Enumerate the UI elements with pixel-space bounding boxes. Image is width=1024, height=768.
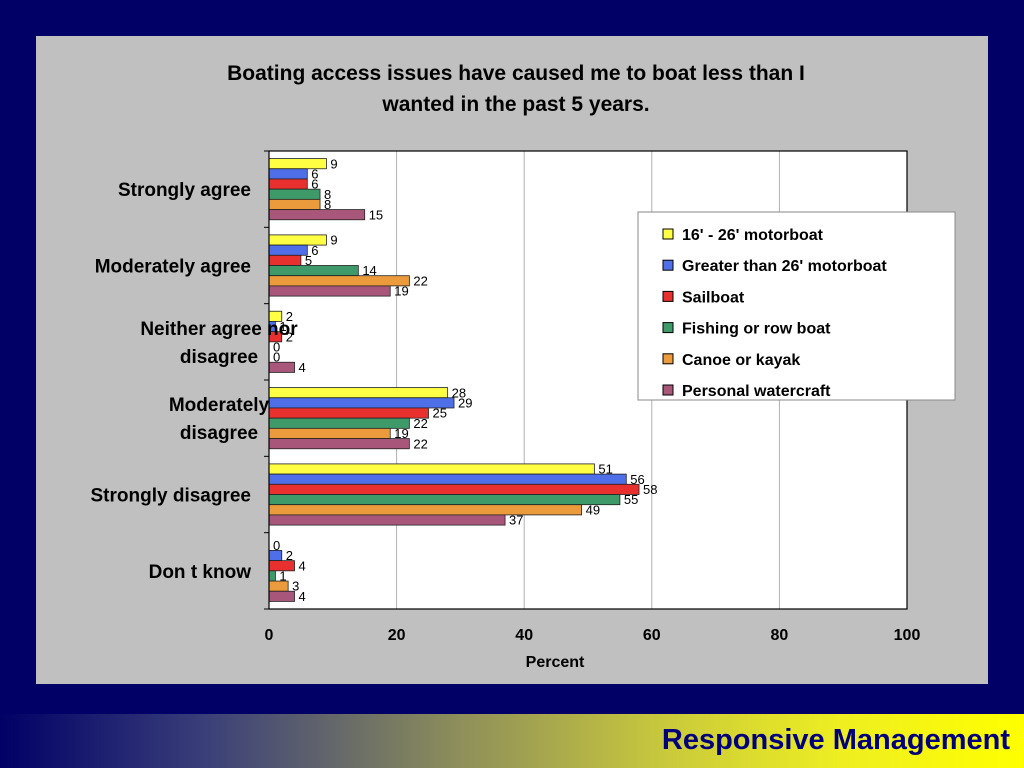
data-label: 15 xyxy=(369,207,383,222)
x-tick-label: 80 xyxy=(771,627,789,644)
legend-box xyxy=(637,211,956,401)
legend-label: Canoe or kayak xyxy=(682,352,800,369)
brand-name: Responsive Management xyxy=(661,724,1010,756)
bar xyxy=(268,254,302,266)
chart-title: Boating access issues have caused me to … xyxy=(156,58,876,120)
bar xyxy=(268,438,410,450)
x-axis-label: Percent xyxy=(526,654,585,671)
bar xyxy=(268,427,391,439)
bar xyxy=(268,570,276,582)
data-label: 58 xyxy=(643,482,657,497)
bar xyxy=(268,178,308,190)
data-label: 29 xyxy=(458,395,472,410)
data-label: 8 xyxy=(324,197,331,212)
legend-label: Sailboat xyxy=(682,289,745,306)
category-label: Neither agree nor xyxy=(140,319,298,340)
data-label: 22 xyxy=(413,273,427,288)
footer-band: Responsive Management xyxy=(0,714,1024,768)
data-label: 4 xyxy=(299,589,306,604)
data-label: 9 xyxy=(330,233,337,248)
data-label: 0 xyxy=(273,350,280,365)
chart-title-line-1: Boating access issues have caused me to … xyxy=(227,62,805,85)
x-tick-label: 60 xyxy=(643,627,661,644)
x-tick-label: 100 xyxy=(894,627,921,644)
bar xyxy=(268,463,595,475)
data-label: 6 xyxy=(311,243,318,258)
legend-label: Greater than 26' motorboat xyxy=(682,258,887,275)
legend-label: Personal watercraft xyxy=(682,383,831,400)
data-label: 8 xyxy=(324,187,331,202)
data-label: 6 xyxy=(311,166,318,181)
bar xyxy=(268,580,289,592)
legend-label: 16' - 26' motorboat xyxy=(682,227,824,244)
category-label: Strongly disagree xyxy=(91,486,252,507)
data-label: 6 xyxy=(311,177,318,192)
data-label: 5 xyxy=(305,253,312,268)
data-label: 2 xyxy=(286,548,293,563)
legend-swatch xyxy=(662,228,674,240)
data-label: 4 xyxy=(299,558,306,573)
chart-title-line-2: wanted in the past 5 years. xyxy=(382,93,650,116)
bar xyxy=(268,387,449,399)
bar xyxy=(268,494,621,506)
bar xyxy=(268,198,321,210)
legend-swatch xyxy=(662,290,674,302)
bar xyxy=(268,265,359,277)
bar xyxy=(268,285,391,297)
x-tick-label: 20 xyxy=(388,627,406,644)
bar xyxy=(268,483,640,495)
data-label: 19 xyxy=(394,426,408,441)
data-label: 49 xyxy=(586,502,600,517)
data-label: 1 xyxy=(279,319,286,334)
bar xyxy=(268,209,366,221)
data-label: 25 xyxy=(433,406,447,421)
category-label: disagree xyxy=(180,347,258,368)
data-label: 0 xyxy=(273,340,280,355)
legend-label: Fishing or row boat xyxy=(682,321,831,338)
data-label: 22 xyxy=(413,416,427,431)
bar xyxy=(268,397,455,409)
bar xyxy=(268,361,295,373)
legend-swatch xyxy=(662,384,674,396)
category-label: Strongly agree xyxy=(118,180,251,201)
bar xyxy=(268,275,410,287)
bar xyxy=(268,188,321,200)
data-label: 19 xyxy=(394,284,408,299)
data-label: 9 xyxy=(330,156,337,171)
data-label: 56 xyxy=(630,472,644,487)
bar xyxy=(268,168,308,180)
chart-panel: Boating access issues have caused me to … xyxy=(36,36,988,684)
bar xyxy=(268,504,583,516)
bar xyxy=(268,417,410,429)
data-label: 22 xyxy=(413,436,427,451)
data-label: 0 xyxy=(273,538,280,553)
bar xyxy=(268,473,627,485)
data-label: 1 xyxy=(279,569,286,584)
bar xyxy=(268,590,295,602)
bar xyxy=(268,407,429,419)
x-tick-label: 40 xyxy=(515,627,533,644)
data-label: 51 xyxy=(598,462,612,477)
legend-swatch xyxy=(662,259,674,271)
x-tick-label: 0 xyxy=(265,627,274,644)
category-label: Don t know xyxy=(149,562,252,583)
data-label: 28 xyxy=(452,385,466,400)
legend-swatch xyxy=(662,322,674,334)
data-label: 4 xyxy=(299,360,306,375)
data-label: 2 xyxy=(286,329,293,344)
data-label: 55 xyxy=(624,492,638,507)
legend-swatch xyxy=(662,353,674,365)
data-label: 37 xyxy=(509,513,523,528)
category-label: Moderately xyxy=(169,395,270,416)
bar xyxy=(268,550,283,562)
data-label: 14 xyxy=(362,263,376,278)
category-label: Moderately agree xyxy=(95,257,251,278)
bar xyxy=(268,514,506,526)
category-label: disagree xyxy=(180,423,258,444)
data-label: 2 xyxy=(286,309,293,324)
bar xyxy=(268,244,308,256)
data-label: 3 xyxy=(292,579,299,594)
